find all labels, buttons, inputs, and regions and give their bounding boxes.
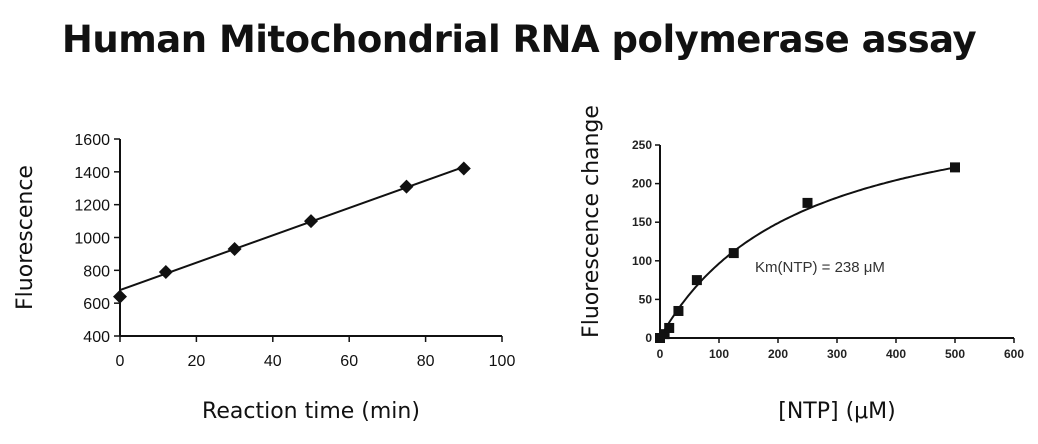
- chart2-y-tick-label: 250: [632, 138, 652, 152]
- chart1-y-tick-label: 600: [83, 296, 110, 313]
- chart1-x-tick-label: 60: [340, 353, 358, 370]
- chart2-data-point: [673, 305, 684, 316]
- chart1-y-tick-label: 1200: [74, 198, 110, 215]
- chart2-y-tick-label: 100: [632, 254, 652, 268]
- chart2-x-tick-label: 0: [657, 347, 664, 361]
- chart1-x-tick-label: 0: [116, 353, 125, 370]
- chart2-y-tick-label: 0: [645, 331, 652, 345]
- chart2-y-tick-label: 50: [639, 292, 653, 306]
- chart1-x-tick-label: 20: [188, 353, 206, 370]
- chart1-y-tick-label: 400: [83, 329, 110, 346]
- chart1-y-tick-label: 1600: [74, 132, 110, 149]
- chart1-y-tick-label: 800: [83, 263, 110, 280]
- chart1-data-point: [456, 161, 471, 176]
- chart1-data-point: [158, 264, 173, 279]
- chart2-x-tick-label: 100: [709, 347, 729, 361]
- chart1-y-tick-label: 1400: [74, 165, 110, 182]
- chart2-x-tick-label: 300: [827, 347, 847, 361]
- chart1-data-point: [227, 241, 242, 256]
- chart1-data-point: [399, 179, 414, 194]
- chart1-data-point: [113, 289, 127, 304]
- chart2-y-tick-label: 200: [632, 177, 652, 191]
- chart1-y-tick-label: 1000: [74, 231, 110, 248]
- chart2-data-point: [659, 329, 670, 340]
- chart2-data-point: [691, 275, 702, 286]
- figure-title: Human Mitochondrial RNA polymerase assay: [61, 18, 977, 61]
- chart2-x-axis-label: [NTP] (μM): [778, 399, 895, 424]
- chart1-x-axis-label: Reaction time (min): [202, 399, 420, 424]
- chart1-x-tick-label: 100: [489, 353, 516, 370]
- chart1-x-tick-label: 40: [264, 353, 282, 370]
- chart2-data-point: [728, 248, 739, 259]
- chart2-y-tick-label: 150: [632, 215, 652, 229]
- chart2-fit-curve: [659, 166, 956, 339]
- chart2-data-point: [950, 162, 960, 173]
- chart2-x-tick-label: 400: [886, 347, 906, 361]
- chart2-x-tick-label: 500: [945, 347, 965, 361]
- chart2-x-tick-label: 600: [1004, 347, 1024, 361]
- chart2-x-tick-label: 200: [768, 347, 788, 361]
- chart1-data-point: [304, 214, 318, 229]
- chart2-km-annotation: Km(NTP) = 238 μM: [755, 259, 885, 276]
- chart2-data-point: [802, 197, 813, 208]
- chart1-y-axis-label: Fluorescence: [13, 165, 38, 310]
- chart2-data-point: [664, 322, 675, 333]
- chart1-x-tick-label: 80: [417, 353, 435, 370]
- chart2-y-axis-label: Fluorescence change: [579, 105, 604, 338]
